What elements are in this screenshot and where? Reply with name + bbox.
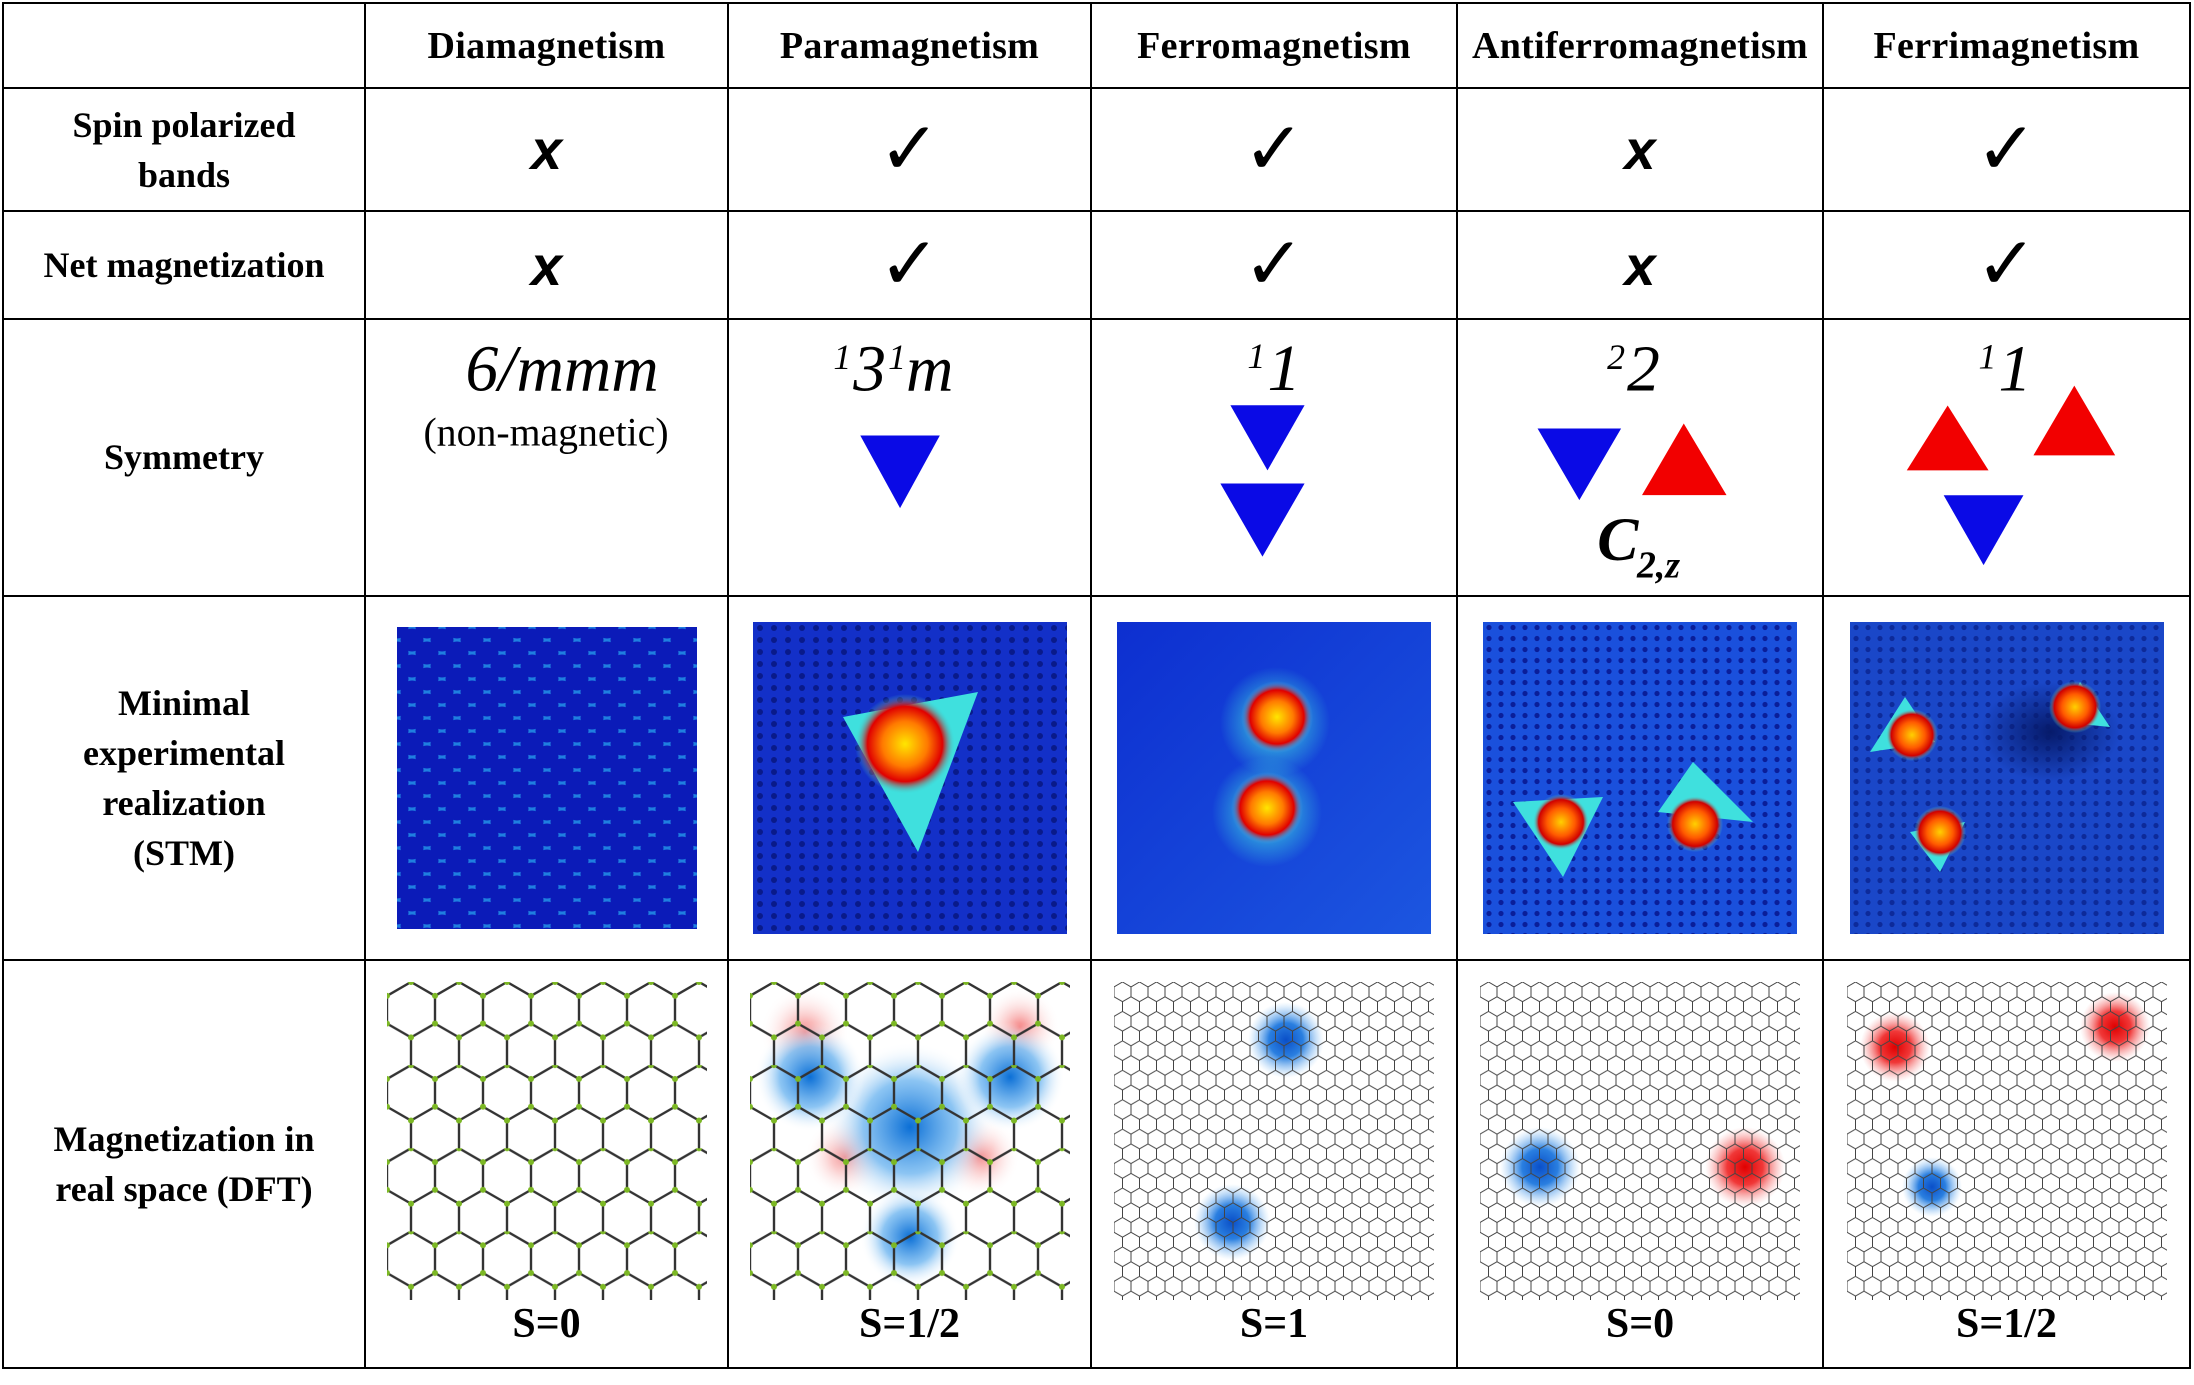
sym-antiferro: 2 2 C 2,z <box>1456 318 1824 597</box>
dft-ferri: S=1/2 <box>1822 958 2191 1369</box>
check-icon: ✓ <box>1242 224 1305 306</box>
x-icon: x <box>1624 233 1656 297</box>
triangle-down-blue <box>860 435 940 509</box>
dft-ferro: S=1 <box>1090 958 1458 1369</box>
spin-label-para: S=1/2 <box>859 1300 960 1347</box>
net-para: ✓ <box>727 210 1092 320</box>
spin-label-ferri: S=1/2 <box>1956 1300 2057 1347</box>
net-ferro: ✓ <box>1090 210 1458 320</box>
dft-image-ferromagnetism <box>1114 981 1434 1300</box>
col-header-ferrimagnetism: Ferrimagnetism <box>1822 2 2191 89</box>
dft-dia: S=0 <box>364 958 729 1369</box>
spin-ferro: ✓ <box>1090 87 1458 212</box>
check-icon: ✓ <box>878 108 941 191</box>
check-icon: ✓ <box>1975 224 2038 306</box>
net-antiferro: x <box>1456 210 1824 320</box>
sym-ferri-sup: 1 <box>1979 337 1997 377</box>
stm-ferro <box>1090 594 1458 961</box>
spin-ferri: ✓ <box>1822 87 2191 212</box>
sym-ferro-svg: 1 1 <box>1220 332 1305 557</box>
sym-dia-svg: 6/mmm (non-magnetic) <box>423 334 668 455</box>
row-header-dft: Magnetization in real space (DFT) <box>2 958 366 1369</box>
stm-para <box>727 594 1092 961</box>
row-spin-polarized: Spin polarized bands x ✓ ✓ x ✓ <box>2 87 2191 212</box>
dft-image-paramagnetism <box>749 981 1070 1300</box>
col-header-antiferromagnetism: Antiferromagnetism <box>1456 2 1824 89</box>
triangle-down-blue <box>1220 483 1305 557</box>
row-header-spin-polarized: Spin polarized bands <box>2 87 366 212</box>
stm-image-ferrimagnetism <box>1849 621 2164 934</box>
spin-label-dia: S=0 <box>512 1300 581 1347</box>
triangle-up-red <box>1641 423 1727 496</box>
row-header-stm-text: Minimal experimental realization (STM) <box>83 682 285 873</box>
stm-antiferro <box>1456 594 1824 961</box>
row-net-magnetization: Net magnetization x ✓ ✓ x ✓ <box>2 210 2191 320</box>
triangle-down-blue <box>1537 428 1622 501</box>
sym-antiferro-svg: 2 2 C 2,z <box>1537 334 1727 587</box>
triangle-down-blue <box>1230 405 1305 471</box>
triangle-up-red <box>1906 405 1989 471</box>
row-header-spin-polarized-text: Spin polarized bands <box>72 104 296 195</box>
check-icon: ✓ <box>1242 108 1305 191</box>
spin-dia: x <box>364 87 729 212</box>
sym-ferro-main: 1 <box>1267 332 1300 405</box>
sym-antiferro-sup: 2 <box>1607 337 1625 377</box>
sym-para: 1 3 1 m <box>727 318 1092 597</box>
x-icon: x <box>530 118 563 181</box>
dft-image-diamagnetism <box>386 981 707 1300</box>
stm-image-antiferromagnetism <box>1483 621 1797 934</box>
row-header-symmetry: Symmetry <box>2 318 366 597</box>
dft-para: S=1/2 <box>727 958 1092 1369</box>
dft-antiferro: S=0 <box>1456 958 1824 1369</box>
triangle-down-blue <box>1943 495 2024 566</box>
spin-label-antiferro: S=0 <box>1605 1300 1675 1347</box>
net-ferri: ✓ <box>1822 210 2191 320</box>
header-row: Diamagnetism Paramagnetism Ferromagnetis… <box>2 2 2191 89</box>
sym-para-svg: 1 3 1 m <box>833 334 953 509</box>
spin-label-ferro: S=1 <box>1239 1300 1309 1347</box>
dft-image-antiferromagnetism <box>1480 981 1800 1300</box>
row-symmetry: Symmetry 6/mmm (non-magnetic) 1 3 1 m 1 … <box>2 318 2191 597</box>
spin-antiferro: x <box>1456 87 1824 212</box>
check-icon: ✓ <box>878 224 941 306</box>
stm-image-ferromagnetism <box>1117 621 1431 934</box>
sym-dia-note: (non-magnetic) <box>423 410 668 454</box>
check-icon: ✓ <box>1975 108 2038 191</box>
stm-image-diamagnetism <box>396 626 697 929</box>
x-icon: x <box>1624 118 1656 181</box>
sym-para-sup1: 1 <box>833 337 851 377</box>
stm-dia <box>364 594 729 961</box>
sym-ferri: 1 1 <box>1822 318 2191 597</box>
sym-antiferro-op: C <box>1597 506 1639 574</box>
col-header-paramagnetism: Paramagnetism <box>727 2 1092 89</box>
dft-image-ferrimagnetism <box>1846 981 2167 1300</box>
sym-dia-label: 6/mmm <box>465 334 658 406</box>
row-stm: Minimal experimental realization (STM) <box>2 594 2191 961</box>
row-header-stm: Minimal experimental realization (STM) <box>2 594 366 961</box>
sym-antiferro-op-sub: 2,z <box>1636 545 1680 587</box>
triangle-up-red <box>2033 385 2116 456</box>
corner-cell <box>2 2 366 89</box>
x-icon: x <box>530 233 563 297</box>
row-dft: Magnetization in real space (DFT) S=0 <box>2 958 2191 1369</box>
sym-para-sup2: 1 <box>888 337 906 377</box>
net-dia: x <box>364 210 729 320</box>
stm-image-paramagnetism <box>752 621 1067 934</box>
sym-dia: 6/mmm (non-magnetic) <box>364 318 729 597</box>
stm-ferri <box>1822 594 2191 961</box>
col-header-diamagnetism: Diamagnetism <box>364 2 729 89</box>
row-header-net-magnetization: Net magnetization <box>2 210 366 320</box>
sym-ferro: 1 1 <box>1090 318 1458 597</box>
col-header-ferromagnetism: Ferromagnetism <box>1090 2 1458 89</box>
sym-para-main2: m <box>906 334 953 406</box>
spin-para: ✓ <box>727 87 1092 212</box>
row-header-dft-text: Magnetization in real space (DFT) <box>53 1118 315 1209</box>
sym-ferri-svg: 1 1 <box>1906 333 2116 566</box>
sym-para-main1: 3 <box>852 334 886 406</box>
sym-antiferro-main: 2 <box>1627 334 1660 406</box>
sym-ferro-sup: 1 <box>1247 336 1265 376</box>
sym-ferri-main: 1 <box>1999 333 2032 406</box>
